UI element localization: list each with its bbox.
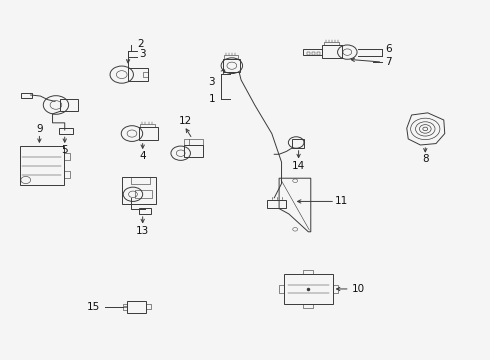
Text: 6: 6 — [385, 44, 392, 54]
Bar — [303, 49, 322, 55]
Bar — [307, 52, 310, 55]
Text: 2: 2 — [137, 39, 144, 49]
Bar — [20, 146, 64, 185]
Bar — [267, 200, 287, 207]
Bar — [317, 52, 319, 55]
Text: 12: 12 — [178, 116, 192, 126]
Bar — [123, 307, 127, 310]
Text: 10: 10 — [351, 284, 365, 294]
Bar — [127, 301, 146, 313]
Bar — [146, 304, 151, 309]
Bar — [139, 207, 151, 214]
Text: 3: 3 — [139, 49, 146, 59]
Text: 9: 9 — [36, 124, 43, 134]
Bar — [184, 145, 202, 157]
Text: 7: 7 — [385, 57, 392, 67]
Bar — [333, 285, 338, 293]
Text: 4: 4 — [139, 151, 146, 161]
Bar — [224, 55, 238, 59]
Bar — [64, 153, 70, 160]
Bar — [322, 45, 343, 58]
Bar — [59, 128, 73, 134]
Bar — [122, 177, 156, 204]
Bar — [312, 52, 315, 55]
Bar — [139, 127, 158, 140]
Text: 3: 3 — [209, 77, 215, 87]
Text: 11: 11 — [335, 197, 348, 206]
Text: 13: 13 — [136, 226, 149, 236]
Bar — [64, 171, 70, 178]
Bar — [284, 274, 333, 304]
Bar — [189, 139, 202, 145]
Text: 5: 5 — [61, 145, 68, 155]
Text: 14: 14 — [292, 161, 305, 171]
Bar — [128, 68, 147, 81]
Bar — [21, 93, 31, 98]
Bar — [303, 304, 313, 308]
Bar — [123, 303, 127, 306]
Bar — [143, 72, 147, 77]
Bar — [135, 190, 152, 198]
Bar — [303, 270, 313, 274]
Text: 8: 8 — [422, 154, 429, 164]
Bar — [279, 285, 284, 293]
Text: 15: 15 — [87, 302, 100, 312]
Bar — [324, 42, 339, 45]
Bar — [223, 59, 240, 72]
Text: 1: 1 — [209, 94, 215, 104]
Bar — [140, 123, 155, 127]
Bar — [292, 139, 304, 148]
Bar — [60, 99, 78, 111]
